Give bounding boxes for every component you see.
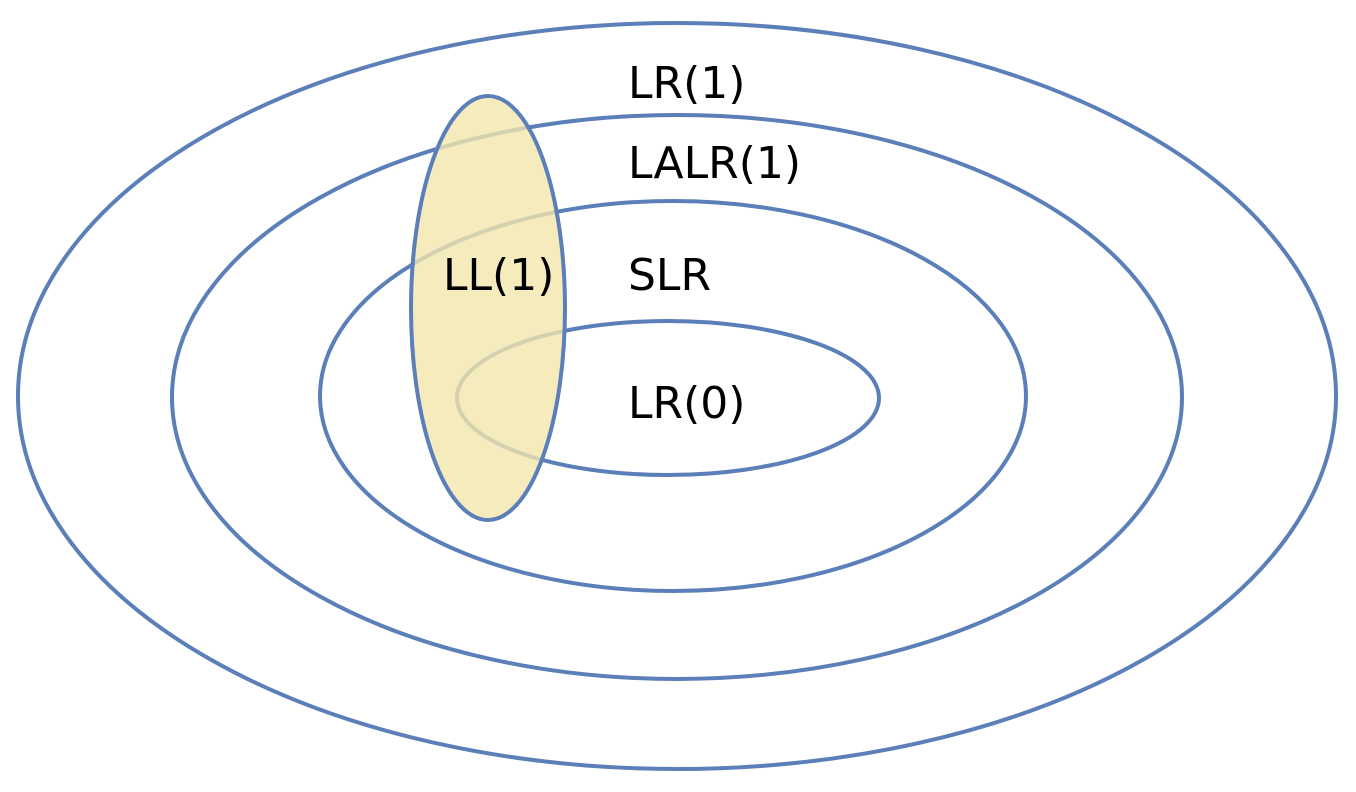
lr1-label: LR(1) [628, 58, 745, 109]
ll1-set-ellipse [409, 94, 567, 522]
lalr1-set-ellipse [170, 113, 1184, 681]
ll1-label: LL(1) [443, 250, 554, 301]
lr0-label: LR(0) [628, 378, 745, 429]
lalr1-label: LALR(1) [628, 138, 801, 189]
lr1-set-ellipse [16, 21, 1338, 771]
slr-set-ellipse [318, 199, 1028, 593]
slr-label: SLR [628, 250, 711, 301]
